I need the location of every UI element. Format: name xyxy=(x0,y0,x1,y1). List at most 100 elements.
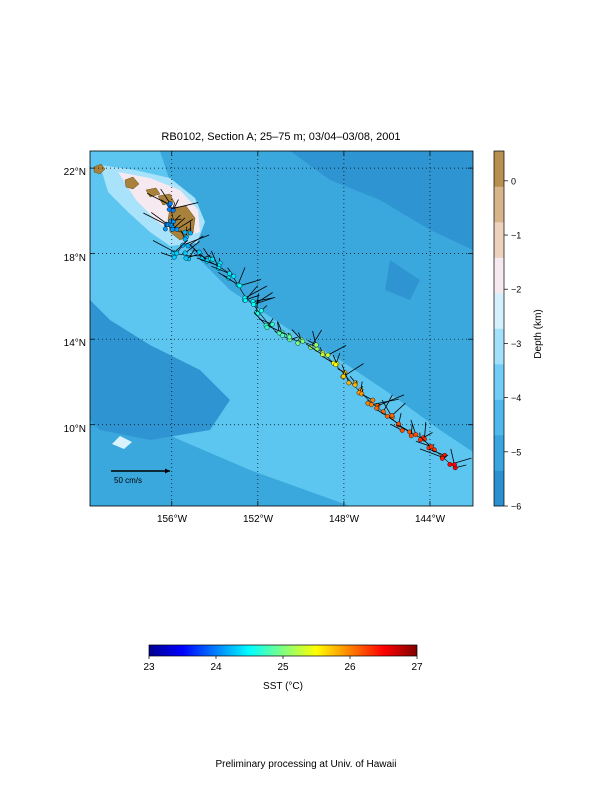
sst-marker xyxy=(183,255,189,261)
depth-colorbar-frame xyxy=(493,150,505,507)
sst-colorbar-tick-label: 23 xyxy=(143,662,155,673)
hawaiian-islands xyxy=(93,163,196,241)
sst-marker xyxy=(251,302,256,307)
sst-marker xyxy=(428,444,434,449)
map-title: RB0102, Section A; 25–75 m; 03/04–03/08,… xyxy=(161,131,400,143)
velocity-vector xyxy=(415,440,432,447)
sst-marker xyxy=(237,283,243,289)
velocity-vector xyxy=(253,311,267,326)
velocity-vector xyxy=(176,219,193,230)
sst-marker xyxy=(231,273,237,279)
sst-marker xyxy=(346,380,352,386)
sst-colorbar-tick-label: 27 xyxy=(411,662,423,673)
sst-marker xyxy=(374,405,380,411)
velocity-vector xyxy=(450,448,455,465)
sst-marker xyxy=(182,229,188,235)
depth-colorbar-segment xyxy=(494,399,504,436)
map-frame xyxy=(89,150,474,507)
velocity-vector xyxy=(210,250,220,269)
sst-marker xyxy=(182,250,188,256)
depth-colorbar-tick-label: −2 xyxy=(511,285,521,295)
sst-marker xyxy=(242,297,248,303)
sst-marker xyxy=(447,462,453,467)
sst-marker xyxy=(370,397,376,403)
velocity-vector xyxy=(173,239,189,254)
velocity-vector xyxy=(255,293,259,313)
velocity-vector xyxy=(382,394,393,412)
depth-colorbar-segment xyxy=(494,364,504,400)
velocity-vector xyxy=(146,192,170,205)
deep-region xyxy=(90,300,230,440)
velocity-vector xyxy=(152,240,177,254)
lon-label-148: 148°W xyxy=(329,514,360,525)
depth-colorbar-segment xyxy=(494,293,504,329)
sst-colorbar-tick-label: 25 xyxy=(277,662,289,673)
sst-marker xyxy=(280,333,285,338)
velocity-vector xyxy=(143,212,167,226)
sst-marker xyxy=(185,243,191,249)
sst-marker xyxy=(384,413,390,419)
sst-marker xyxy=(269,321,275,327)
depth-colorbar-tick-label: −4 xyxy=(511,393,521,403)
velocity-vector xyxy=(187,235,204,247)
sst-colorbar-ticks: 23 24 25 26 27 xyxy=(143,656,423,673)
lat-label-18: 18°N xyxy=(64,253,86,264)
depth-colorbar-segment xyxy=(494,435,504,471)
velocity-vector xyxy=(377,394,405,407)
sst-colorbar-tick-label: 24 xyxy=(210,662,222,673)
velocity-vector xyxy=(327,344,347,356)
velocity-vector xyxy=(169,202,199,210)
velocity-vector xyxy=(172,217,186,230)
depth-colorbar-segment xyxy=(494,186,504,223)
sst-marker xyxy=(452,462,457,468)
map-ticks xyxy=(90,151,473,506)
sst-marker xyxy=(389,413,395,418)
sst-colorbar-label: SST (°C) xyxy=(263,681,303,692)
lat-label-14: 14°N xyxy=(64,338,86,349)
sst-marker xyxy=(258,308,264,314)
sst-marker xyxy=(182,236,188,242)
sst-marker xyxy=(417,437,423,443)
sst-marker xyxy=(162,226,168,232)
sst-marker xyxy=(333,362,339,368)
velocity-vector xyxy=(182,234,210,246)
depth-colorbar-tick-label: −5 xyxy=(511,447,521,457)
velocity-vector xyxy=(252,297,273,302)
velocity-vector xyxy=(239,279,262,287)
sst-marker xyxy=(295,340,301,346)
sst-marker xyxy=(255,311,260,317)
velocity-vector xyxy=(419,448,443,458)
sst-marker xyxy=(408,433,414,439)
velocity-vector xyxy=(428,448,445,456)
sst-marker xyxy=(368,402,374,408)
velocity-vector xyxy=(371,398,399,406)
velocity-vector xyxy=(291,329,304,342)
sst-marker xyxy=(313,342,319,348)
depth-colorbar-ticks: 0 −1 −2 −3 −4 −5 −6 xyxy=(504,176,521,512)
depth-colorbar-segment xyxy=(494,328,504,365)
depth-colorbar-segments xyxy=(494,151,504,507)
velocity-vector xyxy=(211,265,230,274)
deep-region xyxy=(385,260,420,300)
velocity-vector xyxy=(196,257,220,267)
depth-colorbar-tick-label: 0 xyxy=(511,176,516,186)
velocity-vector xyxy=(342,363,364,378)
seamount-region xyxy=(112,436,132,449)
sst-marker xyxy=(227,271,232,276)
lon-label-144: 144°W xyxy=(415,514,446,525)
sst-marker xyxy=(188,230,193,236)
sst-marker xyxy=(352,382,358,388)
sst-marker xyxy=(170,227,175,232)
sst-marker xyxy=(341,373,346,379)
credit-text: Preliminary processing at Univ. of Hawai… xyxy=(216,759,397,770)
deep-region xyxy=(290,151,473,250)
velocity-vector xyxy=(244,285,259,301)
lon-label-156: 156°W xyxy=(157,514,188,525)
sst-marker xyxy=(439,456,445,461)
sst-marker xyxy=(264,325,270,330)
depth-colorbar-tick-label: −3 xyxy=(511,339,521,349)
velocity-vector xyxy=(160,188,171,204)
sst-marker xyxy=(167,201,173,207)
depth-colorbar-segment xyxy=(494,257,504,294)
